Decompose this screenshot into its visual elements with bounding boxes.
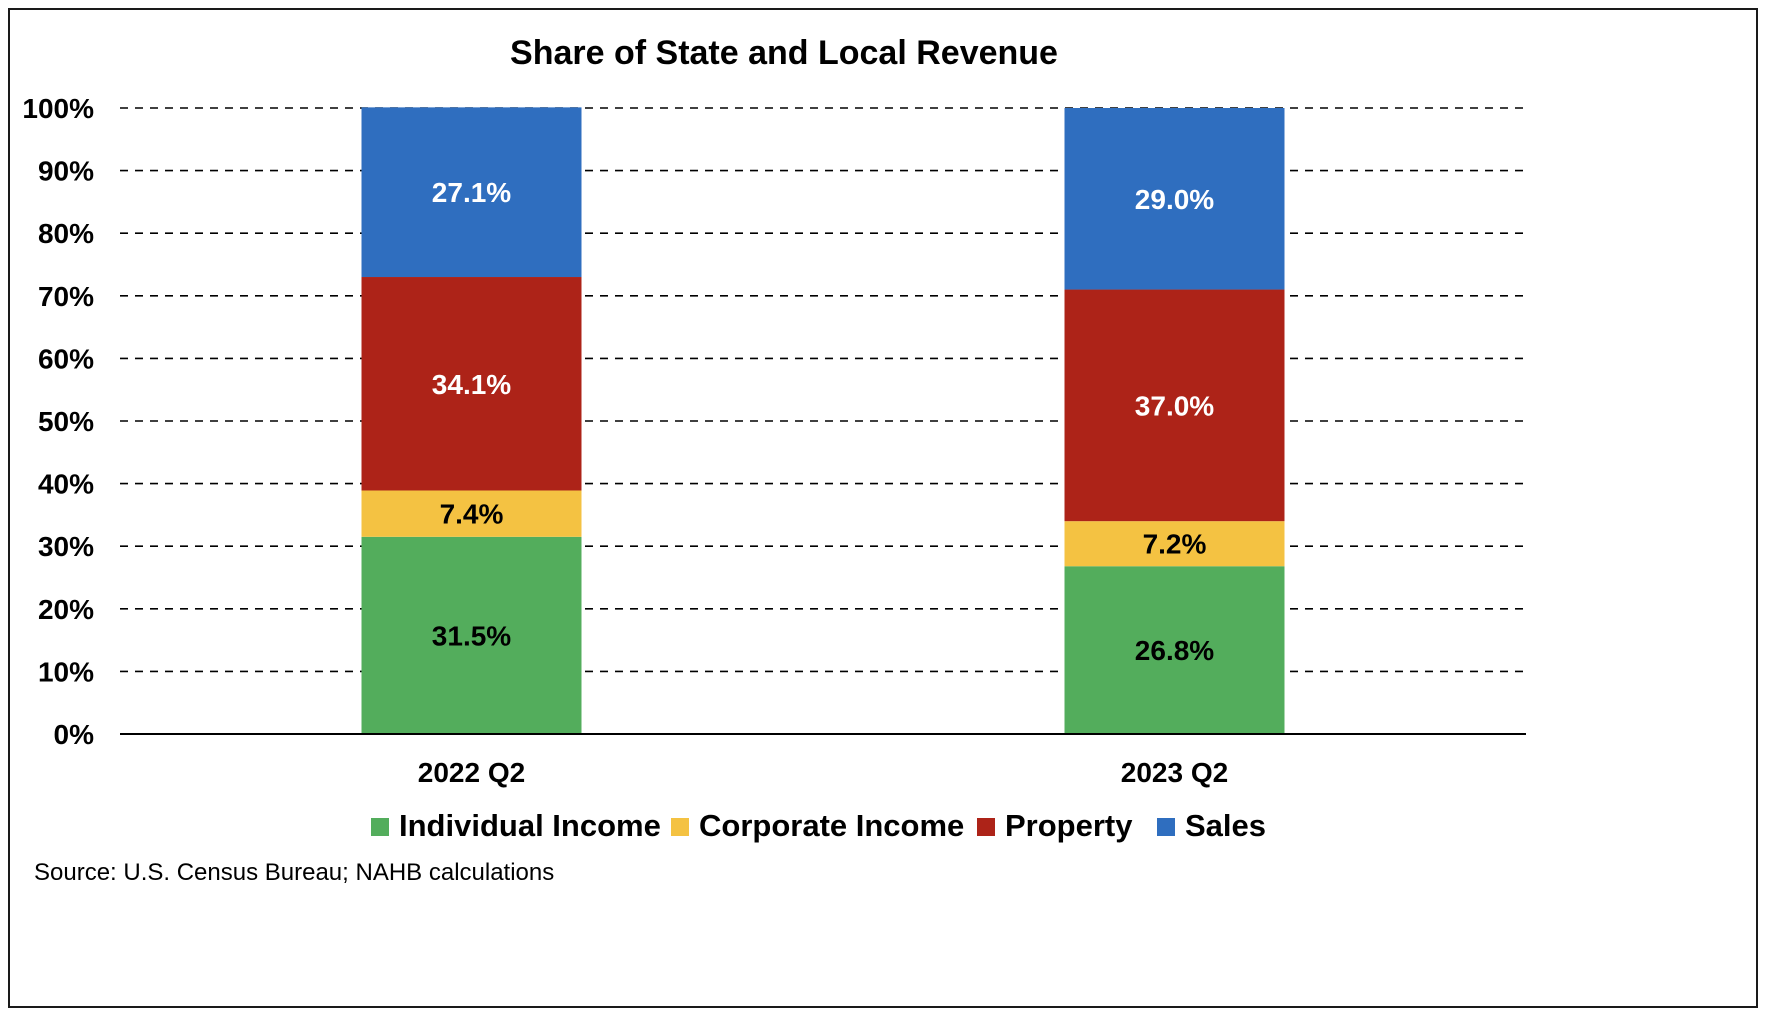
legend-swatch	[977, 818, 995, 836]
x-category-label: 2022 Q2	[418, 757, 525, 788]
legend: Individual Income Corporate Income Propert…	[371, 808, 1266, 843]
legend-swatch	[371, 818, 389, 836]
legend-label: Corporate Income	[699, 808, 964, 843]
stacked-bar-chart: Share of State and Local Revenue 0% 10% 20…	[22, 34, 1526, 886]
bar-segment	[361, 490, 582, 537]
data-label: 7.4%	[440, 499, 504, 530]
source-note: Source: U.S. Census Bureau; NAHB calcula…	[34, 859, 554, 886]
data-label: 31.5%	[432, 620, 511, 651]
bar-segment	[361, 107, 582, 278]
bars	[361, 107, 1285, 734]
data-labels: 31.5% 7.4% 34.1% 27.1% 26.8% 7.2% 37.0% 29.0%	[432, 177, 1214, 666]
y-tick-label: 30%	[38, 531, 94, 562]
data-label: 26.8%	[1135, 635, 1214, 666]
chart-frame: Share of State and Local Revenue 0% 10% 20…	[8, 8, 1758, 1008]
bar-segment	[361, 277, 582, 491]
y-tick-label: 100%	[22, 93, 94, 124]
data-label: 37.0%	[1135, 390, 1214, 421]
x-axis-categories: 2022 Q2 2023 Q2	[418, 757, 1228, 788]
legend-swatch	[671, 818, 689, 836]
y-tick-label: 80%	[38, 218, 94, 249]
bar-segment	[1064, 289, 1285, 522]
bar-segment	[1064, 566, 1285, 734]
y-tick-label: 50%	[38, 406, 94, 437]
chart-title: Share of State and Local Revenue	[510, 34, 1058, 72]
y-tick-label: 20%	[38, 594, 94, 625]
y-tick-label: 60%	[38, 343, 94, 374]
data-label: 34.1%	[432, 369, 511, 400]
y-tick-label: 90%	[38, 156, 94, 187]
legend-label: Property	[1005, 808, 1133, 843]
bar-segment	[1064, 108, 1285, 290]
data-label: 7.2%	[1143, 529, 1207, 560]
y-axis-ticks: 0% 10% 20% 30% 40% 50% 60% 70% 80% 90% 100%	[22, 93, 94, 750]
legend-label: Individual Income	[399, 808, 661, 843]
bar-segment	[361, 536, 582, 734]
x-category-label: 2023 Q2	[1121, 757, 1228, 788]
legend-label: Sales	[1185, 808, 1266, 843]
bar-segment	[1064, 521, 1285, 567]
gridlines	[120, 107, 1526, 673]
y-tick-label: 70%	[38, 281, 94, 312]
data-label: 29.0%	[1135, 184, 1214, 215]
y-tick-label: 40%	[38, 469, 94, 500]
data-label: 27.1%	[432, 177, 511, 208]
y-tick-label: 10%	[38, 656, 94, 687]
y-tick-label: 0%	[54, 719, 95, 750]
legend-swatch	[1157, 818, 1175, 836]
